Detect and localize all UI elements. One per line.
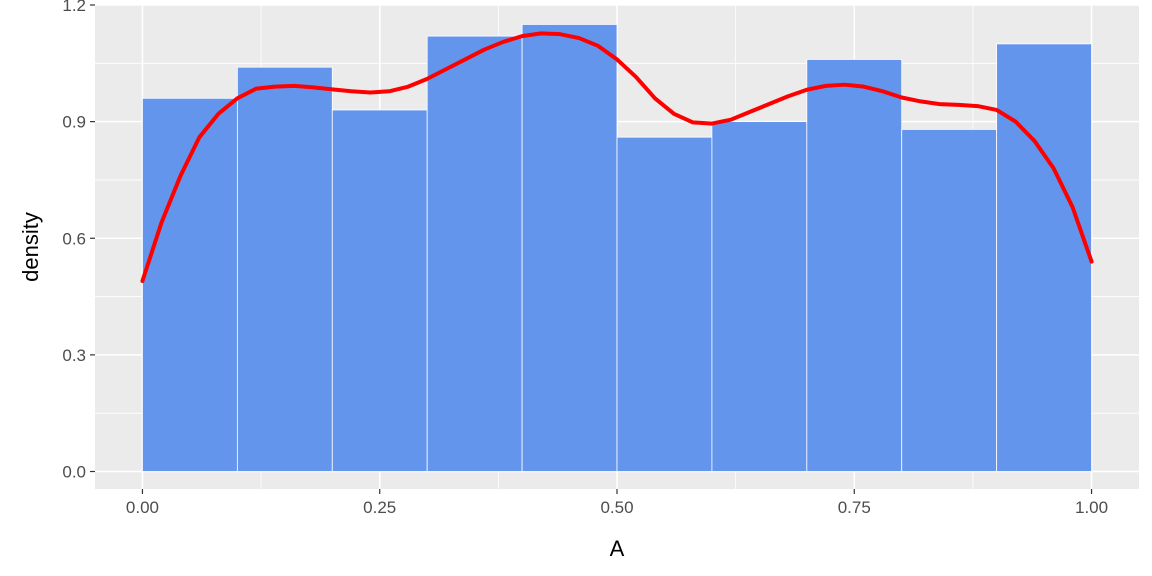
y-tick-label: 0.0	[62, 463, 86, 482]
y-tick-label: 0.3	[62, 346, 86, 365]
histogram-bar	[521, 24, 618, 472]
histogram-bars	[142, 24, 1092, 472]
x-tick-label: 0.25	[363, 498, 396, 517]
x-tick-label: 0.50	[600, 498, 633, 517]
histogram-bar	[426, 35, 523, 472]
density-curve	[140, 31, 1094, 284]
x-tick-label: 0.00	[126, 498, 159, 517]
histogram-bar	[711, 121, 808, 472]
histogram-bar	[331, 109, 428, 472]
y-tick-label: 1.2	[62, 0, 86, 15]
histogram-bar	[996, 43, 1092, 472]
x-tick-label: 1.00	[1075, 498, 1108, 517]
x-axis-ticks: 0.00 0.25 0.50 0.75 1.00	[126, 489, 1108, 517]
histogram-bar	[236, 66, 333, 472]
histogram-bar	[806, 59, 903, 472]
x-axis-title: A	[610, 536, 625, 561]
histogram-bar	[616, 136, 713, 472]
y-axis-title: density	[18, 212, 43, 282]
y-axis-ticks: 0.0 0.3 0.6 0.9 1.2	[62, 0, 95, 482]
histogram-bar	[901, 129, 998, 472]
x-tick-label: 0.75	[838, 498, 871, 517]
y-tick-label: 0.9	[62, 113, 86, 132]
y-tick-label: 0.6	[62, 229, 86, 248]
